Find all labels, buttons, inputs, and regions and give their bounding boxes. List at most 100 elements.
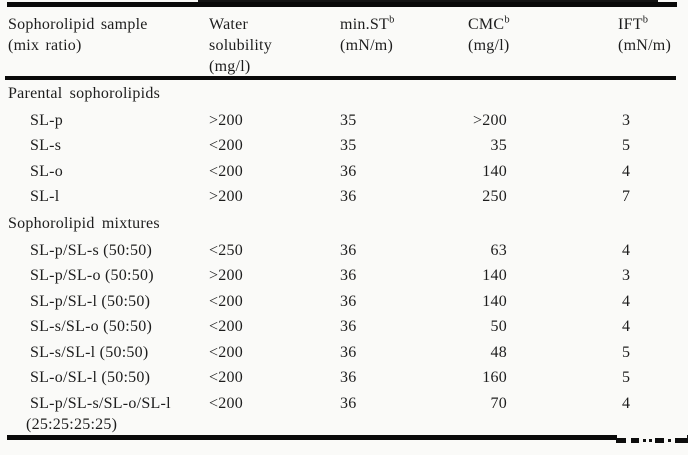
sample-cell: SL-p/SL-s (50:50)	[30, 241, 153, 259]
water-solubility-cell: <200	[209, 369, 244, 387]
water-solubility-cell: >200	[209, 267, 244, 285]
min-st-cell: 35	[340, 137, 357, 155]
min-st-cell: 36	[340, 241, 357, 259]
water-solubility-cell: <200	[209, 137, 244, 155]
table-row: SL-p/SL-o (50:50) >200 36 140 3	[5, 264, 677, 290]
table-row: SL-s/SL-o (50:50) <200 36 50 4	[5, 315, 677, 341]
header-line: IFTb	[618, 14, 648, 33]
section-heading: Sophorolipid mixtures	[8, 215, 160, 232]
section-heading-row: Sophorolipid mixtures	[5, 210, 677, 238]
min-st-cell: 35	[340, 111, 357, 129]
ift-cell: 4	[622, 162, 631, 180]
sample-cell: SL-o/SL-l (50:50)	[30, 369, 151, 387]
footnote-mark-b: b	[389, 14, 395, 26]
ift-cell: 7	[622, 188, 631, 206]
table-row: SL-p/SL-l (50:50) <200 36 140 4	[5, 289, 677, 315]
scan-artifact-dashes	[616, 435, 688, 445]
ift-cell: 4	[622, 241, 631, 259]
table-header-row: Sophorolipid sample (mix ratio) Water so…	[5, 7, 677, 76]
cmc-cell: 250	[482, 188, 507, 206]
table-row: SL-p >200 35 >200 3	[5, 108, 677, 134]
section-heading-row: Parental sophorolipids	[5, 80, 677, 108]
min-st-cell: 36	[340, 395, 357, 412]
column-header-sample: Sophorolipid sample (mix ratio)	[5, 14, 202, 56]
table-top-rule	[7, 2, 677, 7]
water-solubility-cell: <200	[209, 162, 244, 180]
water-solubility-cell: <200	[209, 343, 244, 361]
sample-cell: SL-o	[30, 162, 63, 180]
cmc-cell: 140	[482, 267, 507, 285]
water-solubility-cell: <250	[209, 241, 244, 259]
min-st-cell: 36	[340, 343, 357, 361]
ift-cell: 5	[622, 137, 631, 155]
ift-cell: 5	[622, 369, 631, 387]
sample-cell: SL-s	[30, 137, 62, 155]
header-line: (mg/l)	[468, 36, 510, 54]
cmc-cell: 35	[490, 137, 507, 155]
sample-cell: SL-s/SL-o (50:50)	[30, 318, 153, 336]
column-header-min-st: min.STb (mN/m)	[332, 14, 450, 56]
header-line: CMCb	[468, 14, 510, 33]
footnote-mark-b: b	[642, 14, 648, 26]
table-row: SL-s <200 35 35 5	[5, 134, 677, 160]
sophorolipid-properties-table: Sophorolipid sample (mix ratio) Water so…	[5, 2, 677, 440]
table-row: SL-p/SL-s (50:50) <250 36 63 4	[5, 238, 677, 264]
cmc-cell: >200	[472, 111, 507, 129]
min-st-cell: 36	[340, 267, 357, 285]
sample-cell: SL-s/SL-l (50:50)	[30, 343, 149, 361]
header-line: solubility	[209, 36, 272, 54]
ift-cell: 3	[622, 267, 631, 285]
header-line: (mN/m)	[340, 36, 394, 54]
sample-cell: SL-p/SL-o (50:50)	[30, 267, 154, 285]
min-st-cell: 36	[340, 369, 357, 387]
cmc-cell: 160	[482, 369, 507, 387]
min-st-cell: 36	[340, 292, 357, 310]
column-header-ift: IFTb (mN/m)	[508, 14, 677, 56]
ift-cell: 3	[622, 111, 631, 129]
table-row: SL-p/SL-s/SL-o/SL-l (25:25:25:25) <200 3…	[5, 391, 677, 435]
table-body: Parental sophorolipids SL-p >200 35 >200…	[5, 80, 677, 435]
table-row: SL-s/SL-l (50:50) <200 36 48 5	[5, 340, 677, 366]
column-header-cmc: CMCb (mg/l)	[450, 14, 510, 56]
water-solubility-cell: <200	[209, 318, 244, 336]
table-bottom-rule	[7, 435, 617, 440]
cmc-cell: 140	[482, 292, 507, 310]
water-solubility-cell: >200	[209, 188, 244, 206]
sample-cell: SL-p	[30, 111, 63, 129]
cmc-cell: 50	[490, 318, 507, 336]
min-st-cell: 36	[340, 162, 357, 180]
table-row: SL-o/SL-l (50:50) <200 36 160 5	[5, 366, 677, 392]
ift-cell: 4	[622, 395, 631, 412]
header-line: (mN/m)	[618, 36, 672, 54]
water-solubility-cell: <200	[209, 395, 244, 412]
table-row: SL-l >200 36 250 7	[5, 185, 677, 211]
header-line: Water	[209, 15, 249, 33]
header-line: (mg/l)	[209, 57, 251, 75]
ift-cell: 5	[622, 343, 631, 361]
section-heading: Parental sophorolipids	[8, 85, 161, 102]
cmc-cell: 140	[482, 162, 507, 180]
sample-line2: (25:25:25:25)	[26, 416, 118, 433]
scan-edge-line	[198, 0, 658, 2]
footnote-mark-b: b	[504, 14, 510, 26]
sample-cell: SL-p/SL-s/SL-o/SL-l (25:25:25:25)	[5, 393, 202, 435]
column-header-water-solubility: Water solubility (mg/l)	[202, 14, 332, 77]
cmc-cell: 48	[490, 343, 507, 361]
table-header-rule	[5, 75, 676, 80]
ift-cell: 4	[622, 318, 631, 336]
min-st-cell: 36	[340, 318, 357, 336]
sample-line1: SL-p/SL-s/SL-o/SL-l	[30, 395, 171, 412]
water-solubility-cell: <200	[209, 292, 244, 310]
sample-cell: SL-p/SL-l (50:50)	[30, 292, 151, 310]
header-line: (mix ratio)	[8, 36, 82, 54]
table-row: SL-o <200 36 140 4	[5, 159, 677, 185]
header-line: Sophorolipid sample	[8, 15, 148, 33]
ift-cell: 4	[622, 292, 631, 310]
water-solubility-cell: >200	[209, 111, 244, 129]
header-line: min.STb	[340, 14, 395, 33]
cmc-cell: 70	[490, 395, 507, 412]
sample-cell: SL-l	[30, 188, 60, 206]
min-st-cell: 36	[340, 188, 357, 206]
cmc-cell: 63	[490, 241, 507, 259]
